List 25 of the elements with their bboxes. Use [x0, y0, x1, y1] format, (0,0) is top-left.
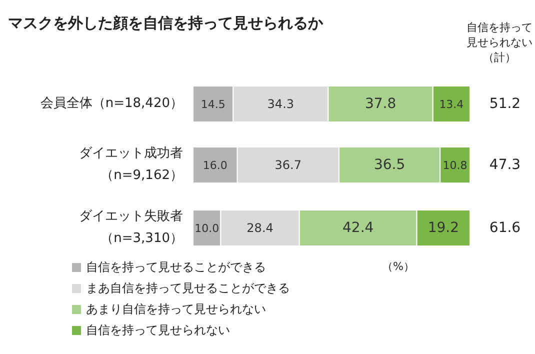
data-label: 37.8: [364, 96, 396, 112]
annotation: 51.2: [488, 96, 522, 112]
annotation: 61.6: [488, 220, 522, 236]
annotation: 自信を持って見せられない（計）: [466, 20, 533, 65]
category: ダイエット失敗者（n=3,310）: [78, 208, 183, 248]
data-label: 13.4: [439, 98, 464, 111]
legend-label: 自信を持って見せられない: [86, 322, 230, 339]
title: マスクを外した顔を自信を持って見せられるか: [8, 14, 323, 33]
data-label: 19.2: [428, 220, 459, 236]
data-label: 36.5: [374, 157, 406, 173]
data-label: 34.3: [267, 97, 294, 111]
data-label: 36.7: [274, 158, 302, 172]
annotation: （%）: [382, 259, 414, 274]
legend-label: 自信を持って見せることができる: [86, 259, 266, 276]
category: ダイエット成功者（n=9,162）: [78, 145, 183, 185]
data-label: 16.0: [202, 159, 228, 172]
legend-label: あまり自信を持って見せられない: [86, 301, 266, 318]
annotation: 47.3: [488, 157, 522, 173]
data-label: 42.4: [342, 220, 374, 236]
category: 会員全体（n=18,420）: [40, 95, 183, 113]
data-label: 28.4: [246, 221, 274, 235]
data-label: 14.5: [200, 98, 226, 111]
data-label: 10.8: [442, 159, 468, 172]
legend-label: まあ自信を持って見せることができる: [86, 280, 290, 297]
data-label: 10.0: [194, 222, 220, 235]
